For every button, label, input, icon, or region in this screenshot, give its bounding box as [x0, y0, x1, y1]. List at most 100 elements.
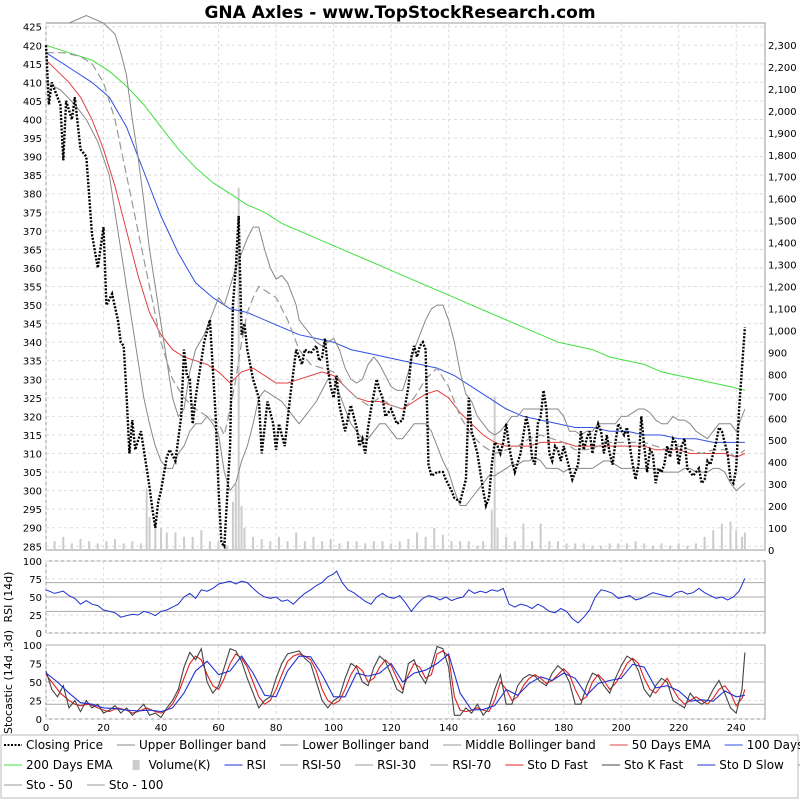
volume-bar	[720, 523, 723, 550]
volume-y-tick-label: 1,200	[768, 283, 797, 294]
rsi-panel: 0 25 50 75 100 RSI (14d)	[2, 557, 766, 640]
volume-bar	[269, 541, 272, 550]
legend-swatch	[132, 760, 140, 770]
volume-bar	[286, 541, 289, 550]
stochastic-axis-label: Stocastic (14d ,3d)	[2, 630, 15, 734]
volume-bar	[53, 541, 56, 550]
legend-label: Volume(K)	[149, 758, 211, 772]
volume-bar	[522, 523, 525, 550]
volume-y-tick-label: 1,500	[768, 217, 797, 228]
rsi-line	[45, 570, 746, 624]
volume-bar	[277, 536, 280, 550]
volume-y-tick-label: 200	[768, 502, 787, 513]
volume-bar	[490, 510, 493, 550]
volume-bar	[165, 532, 168, 550]
volume-bar	[643, 543, 646, 550]
x-tick-label: 120	[382, 723, 401, 734]
price-y-tick-label: 295	[23, 505, 42, 516]
price-y-tick-label: 335	[23, 357, 42, 368]
volume-bar	[45, 543, 47, 550]
volume-bar	[625, 543, 628, 550]
volume-bar	[548, 541, 551, 550]
volume-y-tick-label: 900	[768, 348, 787, 359]
volume-bar	[591, 545, 594, 550]
volume-bar	[565, 543, 568, 550]
price-y-tick-label: 315	[23, 431, 42, 442]
volume-bar	[312, 536, 315, 550]
stochastic-y-tick-label: 25	[29, 697, 42, 708]
legend-label: RSI-30	[377, 758, 416, 772]
x-tick-label: 80	[270, 723, 283, 734]
volume-bar	[70, 543, 73, 550]
volume-bar	[703, 536, 706, 550]
price-y-tick-label: 420	[23, 41, 42, 52]
legend-label: Sto D Fast	[527, 758, 588, 772]
price-y-tick-label: 380	[23, 190, 42, 201]
volume-bar	[145, 488, 148, 550]
200-days-ema-line	[45, 44, 746, 391]
legend-label: Lower Bollinger band	[302, 738, 429, 752]
volume-bar	[660, 543, 663, 550]
volume-bar	[346, 541, 349, 550]
volume-y-tick-label: 1,900	[768, 129, 797, 140]
volume-bar	[226, 545, 229, 550]
volume-y-tick-label: 2,100	[768, 85, 797, 96]
volume-bar	[433, 528, 436, 550]
volume-bar	[200, 530, 203, 550]
volume-bar	[154, 523, 157, 550]
volume-y-tick-label: 1,600	[768, 195, 797, 206]
legend-label: Sto D Slow	[719, 758, 784, 772]
sto-k-fast-line	[45, 645, 746, 719]
volume-bar	[243, 528, 246, 550]
volume-bar	[240, 506, 243, 550]
price-y-tick-label: 320	[23, 412, 42, 423]
price-y-tick-label: 300	[23, 487, 42, 498]
volume-y-tick-label: 600	[768, 414, 787, 425]
volume-y-tick-label: 700	[768, 392, 787, 403]
legend-label: 200 Days EMA	[26, 758, 113, 772]
volume-bar	[634, 541, 637, 550]
price-y-tick-label: 290	[23, 524, 42, 535]
volume-y-tick-label: 1,400	[768, 239, 797, 250]
price-y-tick-label: 395	[23, 134, 42, 145]
volume-bar	[303, 541, 306, 550]
price-y-tick-label: 305	[23, 468, 42, 479]
rsi-axis-label: RSI (14d)	[2, 572, 15, 623]
x-tick-label: 20	[97, 723, 110, 734]
volume-bar	[729, 521, 732, 550]
volume-bar	[174, 532, 177, 550]
legend-label: Middle Bollinger band	[465, 738, 596, 752]
stochastic-y-tick-label: 75	[29, 660, 42, 671]
100-days-ema-line	[45, 52, 745, 443]
volume-bar	[114, 539, 117, 550]
legend-label: Sto - 50	[26, 778, 73, 792]
lower-bollinger-band-line	[45, 81, 746, 506]
volume-bar	[600, 545, 603, 550]
legend-label: Sto K Fast	[624, 758, 684, 772]
volume-y-tick-label: 1,800	[768, 151, 797, 162]
legend-label: RSI-50	[302, 758, 341, 772]
chart-title: GNA Axles - www.TopStockResearch.com	[204, 3, 595, 23]
price-y-tick-label: 410	[23, 78, 42, 89]
rsi-y-tick-label: 100	[23, 557, 42, 568]
x-tick-label: 140	[439, 723, 458, 734]
price-y-tick-label: 285	[23, 542, 42, 553]
rsi-y-tick-label: 25	[29, 611, 42, 622]
volume-bar	[355, 541, 358, 550]
price-y-tick-label: 400	[23, 115, 42, 126]
volume-bar	[390, 543, 393, 550]
x-tick-label: 180	[554, 723, 573, 734]
volume-y-tick-label: 400	[768, 458, 787, 469]
volume-bar	[321, 541, 324, 550]
volume-bar	[531, 541, 534, 550]
volume-y-tick-label: 1,000	[768, 326, 797, 337]
legend-label: RSI	[247, 758, 267, 772]
price-y-tick-label: 330	[23, 375, 42, 386]
legend-label: 100 Days EMA	[747, 738, 800, 752]
sto-d-fast-line	[45, 650, 746, 714]
volume-bar	[231, 501, 234, 550]
volume-bar	[398, 541, 401, 550]
volume-bar	[381, 541, 384, 550]
volume-bar	[441, 534, 444, 550]
